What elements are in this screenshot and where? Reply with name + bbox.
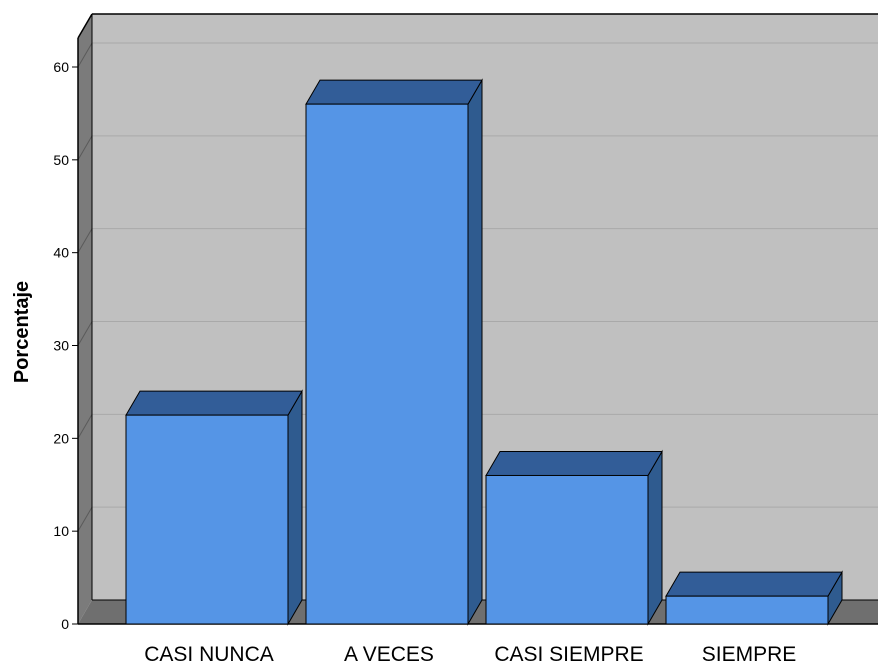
left-wall [78,14,92,624]
y-tick-label: 60 [53,59,69,75]
bar-a-veces [306,80,482,624]
y-tick-label: 20 [53,430,69,446]
bar-side [648,451,662,624]
y-axis-title: Porcentaje [11,281,33,383]
y-tick-label: 10 [53,523,69,539]
bar-top [306,80,482,104]
bar-top [666,572,842,596]
y-axis-ticks: 0 10 20 30 40 50 60 [53,59,78,632]
bar-casi-siempre [486,451,662,624]
bar-front [306,104,468,624]
x-tick-label: SIEMPRE [702,643,797,664]
bar-siempre [666,572,842,624]
y-tick-label: 50 [53,152,69,168]
bar-casi-nunca [126,391,302,624]
y-tick-label: 0 [61,616,69,632]
bar-top [126,391,302,415]
x-tick-label: CASI NUNCA [144,643,274,664]
bar-front [486,475,648,624]
bar-side [288,391,302,624]
y-tick-label: 40 [53,245,69,261]
bar-front [126,415,288,624]
bar-top [486,451,662,475]
x-axis-labels: CASI NUNCA A VECES CASI SIEMPRE SIEMPRE [144,643,796,664]
bar-side [468,80,482,624]
x-tick-label: A VECES [344,643,434,664]
bar-front [666,596,828,624]
x-tick-label: CASI SIEMPRE [494,643,643,664]
y-tick-label: 30 [53,338,69,354]
